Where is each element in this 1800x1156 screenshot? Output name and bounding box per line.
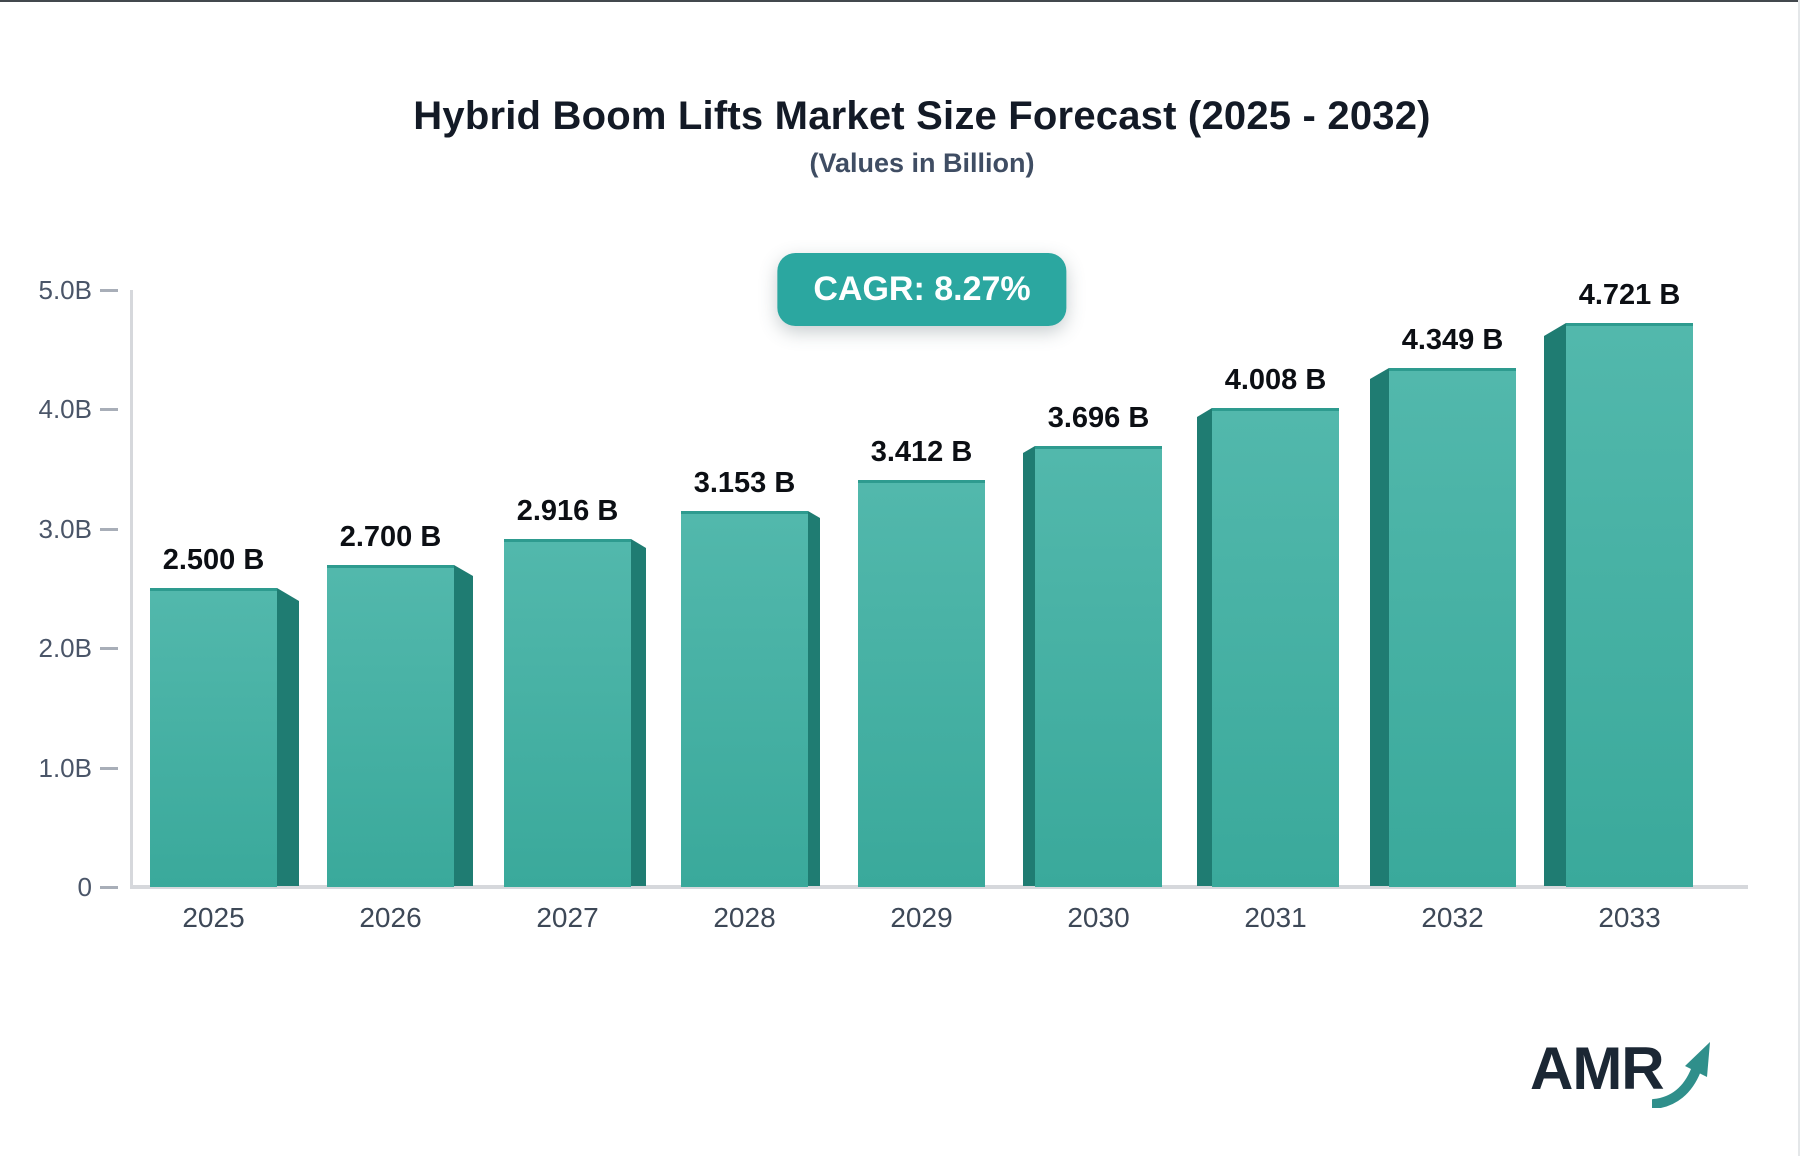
y-tick-label: 1.0B	[38, 752, 93, 783]
y-tick-dash	[100, 766, 118, 770]
bar-value-label: 2.916 B	[516, 495, 619, 527]
y-tick-label: 5.0B	[38, 275, 93, 305]
bar-side-face	[1544, 323, 1566, 886]
x-tick-label-2031: 2031	[1244, 902, 1307, 933]
amr-logo: AMR	[1520, 1030, 1720, 1120]
bar-value-label: 3.412 B	[870, 436, 973, 468]
bar-2027	[504, 539, 631, 887]
trend-up-arrow-icon	[1652, 1042, 1710, 1108]
x-tick-label-2025: 2025	[182, 902, 245, 933]
y-tick-dash	[100, 527, 118, 531]
bar-2028	[681, 511, 808, 887]
bar-2030	[1035, 446, 1162, 887]
bar-2031	[1212, 408, 1339, 887]
bar-side-face	[1023, 446, 1035, 886]
x-tick-label-2030: 2030	[1067, 902, 1130, 933]
bar-2032	[1389, 368, 1516, 887]
x-tick-label-2033: 2033	[1598, 902, 1661, 933]
chart-subtitle: (Values in Billion)	[809, 148, 1035, 178]
y-axis-line	[130, 290, 133, 887]
bar-value-label: 3.153 B	[693, 467, 796, 499]
bar-side-face	[1197, 408, 1212, 886]
y-tick-dash	[100, 886, 118, 889]
x-axis-line	[130, 885, 1748, 889]
y-tick-label: 2.0B	[38, 633, 93, 664]
bar-value-label: 4.349 B	[1401, 324, 1504, 356]
amr-logo-text: AMR	[1530, 1035, 1665, 1102]
cagr-badge: CAGR: 8.27%	[777, 253, 1067, 326]
bar-side-face	[454, 565, 473, 886]
x-tick-label-2029: 2029	[890, 902, 953, 933]
x-tick-label-2026: 2026	[359, 902, 422, 933]
bar-2025	[150, 588, 277, 887]
y-tick-label: 3.0B	[38, 513, 93, 544]
bar-side-face	[631, 539, 646, 886]
bar-value-label: 4.008 B	[1224, 364, 1327, 396]
x-tick-label-2027: 2027	[536, 902, 599, 933]
y-tick-dash	[100, 289, 118, 292]
bar-side-face	[808, 511, 820, 886]
y-tick-label: 4.0B	[38, 394, 93, 425]
y-tick-dash	[100, 408, 118, 412]
x-tick-label-2032: 2032	[1421, 902, 1484, 933]
window-right-edge	[1798, 0, 1800, 1156]
y-tick-dash	[100, 647, 118, 651]
bar-value-label: 2.700 B	[339, 521, 442, 553]
bar-2029	[858, 480, 985, 887]
y-tick-label: 0	[77, 872, 92, 902]
chart-title: Hybrid Boom Lifts Market Size Forecast (…	[413, 94, 1431, 138]
window-top-edge	[0, 0, 1800, 2]
bar-2033	[1566, 323, 1693, 887]
bar-value-label: 2.500 B	[162, 544, 265, 576]
bar-value-label: 3.696 B	[1047, 402, 1150, 434]
bar-side-face	[277, 588, 299, 886]
bar-2026	[327, 565, 454, 887]
bar-value-label: 4.721 B	[1578, 279, 1681, 311]
bar-side-face	[1370, 368, 1389, 886]
x-tick-label-2028: 2028	[713, 902, 776, 933]
